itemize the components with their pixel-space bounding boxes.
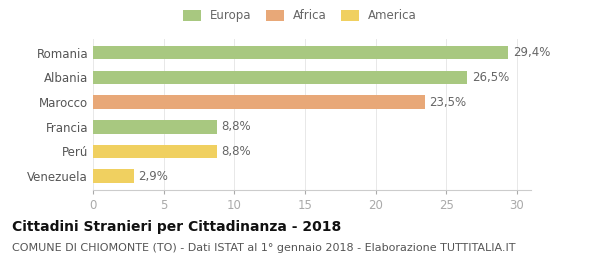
Text: 8,8%: 8,8% [221,120,251,133]
Text: Cittadini Stranieri per Cittadinanza - 2018: Cittadini Stranieri per Cittadinanza - 2… [12,220,341,234]
Bar [93,70,467,84]
Text: 2,9%: 2,9% [138,170,168,183]
Bar [93,120,217,134]
Text: 26,5%: 26,5% [472,71,509,84]
Text: 29,4%: 29,4% [512,46,550,59]
Text: 8,8%: 8,8% [221,145,251,158]
Bar [93,46,508,60]
Bar [93,95,425,109]
Text: 23,5%: 23,5% [429,95,466,108]
Text: COMUNE DI CHIOMONTE (TO) - Dati ISTAT al 1° gennaio 2018 - Elaborazione TUTTITAL: COMUNE DI CHIOMONTE (TO) - Dati ISTAT al… [12,243,515,253]
Bar [93,145,217,158]
Legend: Europa, Africa, America: Europa, Africa, America [179,6,421,26]
Bar [93,169,134,183]
